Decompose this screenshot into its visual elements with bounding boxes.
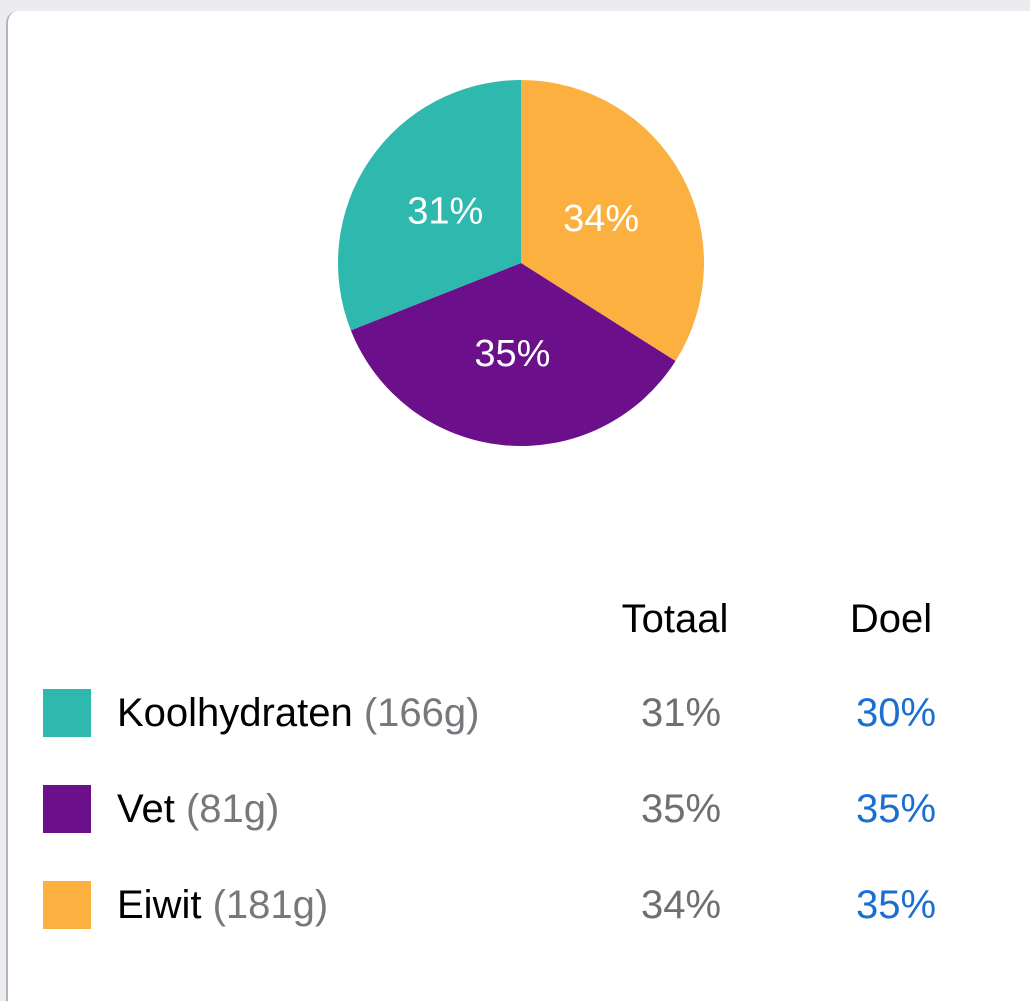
- row-label: Koolhydraten (166g): [117, 688, 479, 738]
- row-label: Eiwit (181g): [117, 880, 328, 930]
- pie-slice-vet: [350, 263, 676, 447]
- color-swatch-vet: [43, 785, 91, 833]
- total-percent: 35%: [640, 787, 722, 831]
- pie-slice-label: 34%: [563, 198, 639, 240]
- macro-grams: (166g): [363, 691, 480, 735]
- macro-grams: (81g): [185, 787, 280, 831]
- row-label: Vet (81g): [117, 784, 279, 834]
- total-percent: 31%: [640, 691, 722, 735]
- goal-percent[interactable]: 30%: [855, 691, 937, 735]
- pie-chart-svg: 34% 35% 31%: [338, 80, 704, 447]
- macro-grams: (181g): [212, 883, 329, 927]
- legend-row-koolhydraten: Koolhydraten (166g) 31% 30%: [0, 689, 1030, 739]
- pie-chart: 34% 35% 31%: [338, 80, 704, 447]
- macro-name: Vet: [117, 787, 175, 831]
- pie-slice-label: 31%: [407, 191, 483, 233]
- color-swatch-koolhydraten: [43, 689, 91, 737]
- goal-percent[interactable]: 35%: [855, 787, 937, 831]
- legend-row-vet: Vet (81g) 35% 35%: [0, 785, 1030, 835]
- macro-name: Eiwit: [117, 883, 202, 927]
- color-swatch-eiwit: [43, 881, 91, 929]
- macro-name: Koolhydraten: [117, 691, 353, 735]
- pie-slice-koolhydraten: [338, 80, 521, 331]
- column-header-goal: Doel: [849, 597, 933, 641]
- pie-slice-label: 35%: [474, 333, 550, 375]
- legend-row-eiwit: Eiwit (181g) 34% 35%: [0, 881, 1030, 931]
- total-percent: 34%: [640, 883, 722, 927]
- goal-percent[interactable]: 35%: [855, 883, 937, 927]
- column-header-total: Totaal: [621, 597, 729, 641]
- pie-slice-eiwit: [521, 80, 704, 362]
